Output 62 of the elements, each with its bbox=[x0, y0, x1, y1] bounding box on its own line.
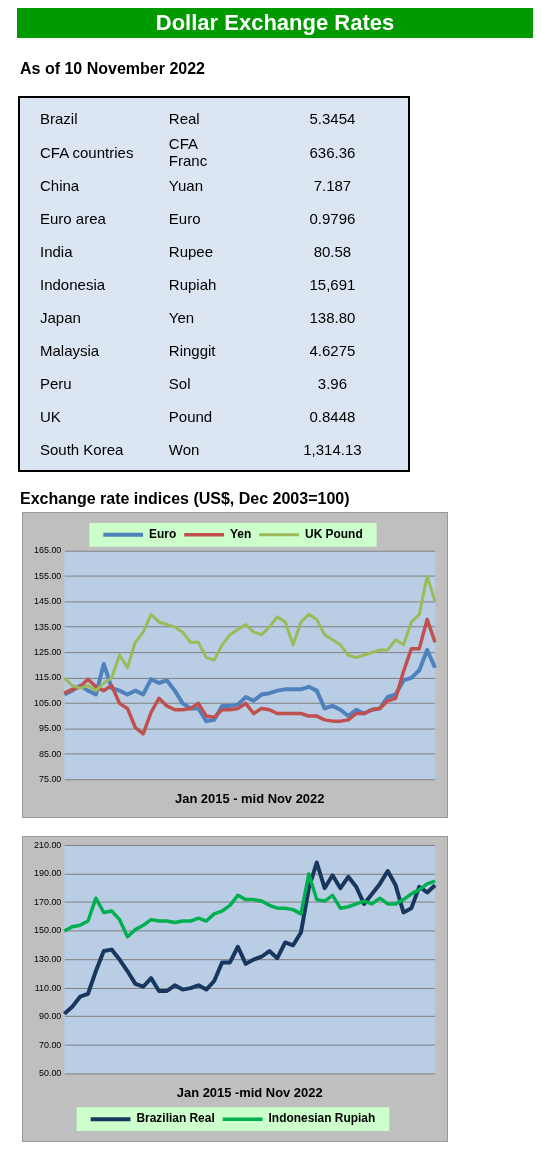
y-tick-label: 155.00 bbox=[33, 570, 62, 581]
text: Dollar Exchange Rates bbox=[17, 8, 533, 38]
legend-label: Yen bbox=[230, 527, 252, 542]
text: Indonesia bbox=[40, 276, 106, 293]
text: Japan bbox=[40, 309, 81, 326]
y-tick-label: 165.00 bbox=[33, 545, 62, 556]
text: 15,691 bbox=[309, 276, 356, 293]
text: China bbox=[40, 177, 80, 194]
text: Rupee bbox=[168, 243, 214, 260]
y-tick-label: 170.00 bbox=[33, 896, 62, 907]
text: 3.96 bbox=[317, 375, 348, 392]
y-tick-label: 135.00 bbox=[33, 621, 62, 632]
text: UK bbox=[40, 408, 61, 425]
text: As of 10 November 2022 bbox=[20, 60, 206, 78]
text: Euro area bbox=[40, 210, 106, 227]
text: Brazil bbox=[40, 110, 78, 127]
y-tick-label: 150.00 bbox=[33, 925, 62, 936]
text: CFA Franc bbox=[168, 135, 208, 169]
legend-label: UK Pound bbox=[305, 527, 363, 542]
text: Ringgit bbox=[168, 342, 216, 359]
text: Rupiah bbox=[168, 276, 217, 293]
text: Pound bbox=[168, 408, 213, 425]
y-tick-label: 90.00 bbox=[38, 1011, 62, 1022]
y-tick-label: 110.00 bbox=[34, 982, 62, 993]
y-tick-label: 125.00 bbox=[33, 646, 62, 657]
legend-label: Indonesian Rupiah bbox=[268, 1111, 376, 1126]
text: Peru bbox=[40, 375, 72, 392]
y-tick-label: 210.00 bbox=[33, 839, 62, 850]
text: 138.80 bbox=[309, 309, 356, 326]
legend-label: Brazilian Real bbox=[136, 1111, 215, 1126]
text: Euro bbox=[168, 210, 201, 227]
text: Malaysia bbox=[40, 342, 100, 359]
text: 1,314.13 bbox=[303, 441, 362, 458]
legend-label: Euro bbox=[149, 527, 177, 542]
y-tick-label: 95.00 bbox=[38, 723, 62, 734]
y-tick-label: 75.00 bbox=[38, 774, 62, 785]
text: Sol bbox=[168, 375, 191, 392]
text: 636.36 bbox=[309, 143, 356, 161]
y-tick-label: 70.00 bbox=[38, 1039, 62, 1050]
y-tick-label: 190.00 bbox=[33, 868, 62, 879]
text: South Korea bbox=[40, 441, 124, 458]
y-tick-label: 85.00 bbox=[38, 748, 62, 759]
x-axis-title: Jan 2015 - mid Nov 2022 bbox=[175, 790, 325, 806]
x-axis-title: Jan 2015 -mid Nov 2022 bbox=[176, 1085, 323, 1101]
text: Yen bbox=[168, 309, 195, 326]
text: 0.8448 bbox=[309, 408, 356, 425]
y-tick-label: 105.00 bbox=[33, 697, 62, 708]
y-tick-label: 50.00 bbox=[38, 1068, 62, 1079]
text: 80.58 bbox=[313, 243, 352, 260]
y-tick-label: 130.00 bbox=[33, 954, 62, 965]
text: CFA countries bbox=[40, 143, 134, 161]
text: Yuan bbox=[168, 177, 204, 194]
text: India bbox=[40, 243, 73, 260]
text: 0.9796 bbox=[309, 210, 356, 227]
text: 7.187 bbox=[313, 177, 352, 194]
text: Won bbox=[168, 441, 200, 458]
y-tick-label: 115.00 bbox=[34, 672, 62, 683]
text: Real bbox=[168, 110, 200, 127]
y-tick-label: 145.00 bbox=[33, 596, 62, 607]
chart-title: Exchange rate indices (US$, Dec 2003=100) bbox=[20, 490, 351, 508]
text: 5.3454 bbox=[309, 110, 356, 127]
text: 4.6275 bbox=[309, 342, 356, 359]
